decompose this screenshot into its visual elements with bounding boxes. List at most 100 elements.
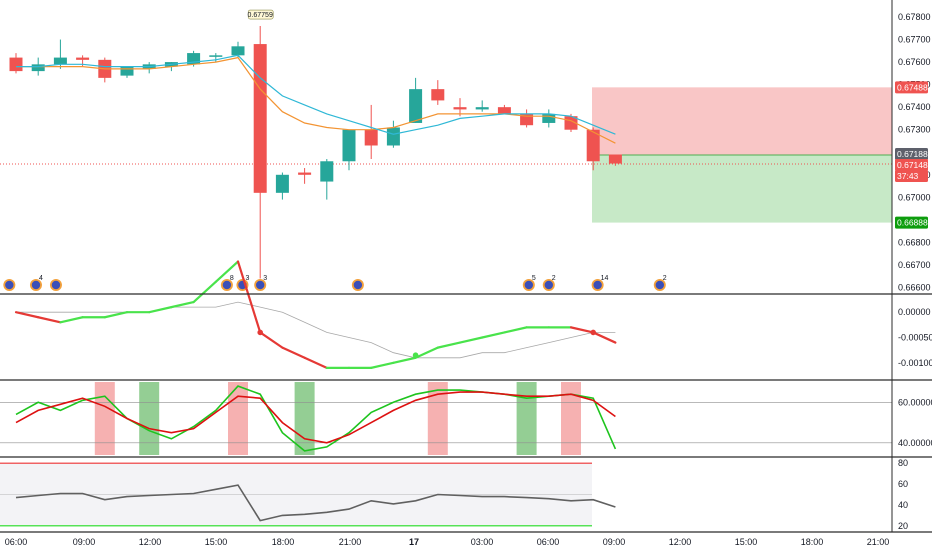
- price-tag: [895, 216, 928, 229]
- candle[interactable]: [320, 161, 334, 182]
- candle[interactable]: [209, 55, 223, 57]
- candle[interactable]: [9, 57, 23, 72]
- oscillator-tick-label: -0.00100: [898, 358, 932, 368]
- candle[interactable]: [586, 129, 600, 162]
- candle[interactable]: [453, 107, 467, 110]
- cross-dot: [257, 329, 264, 336]
- overbought-zone: [427, 382, 448, 455]
- oscillator-signal-line: [16, 301, 616, 359]
- oscillator-segment: [392, 356, 417, 364]
- price-tick-label: 0.66700: [898, 260, 931, 270]
- candle[interactable]: [253, 44, 267, 193]
- candle[interactable]: [364, 129, 378, 146]
- candle[interactable]: [497, 107, 511, 114]
- overbought-zone: [94, 382, 115, 455]
- candle[interactable]: [120, 66, 134, 76]
- event-count: 8: [230, 275, 234, 282]
- event-flag-inner: [51, 280, 61, 290]
- axes: 0.678000.677000.676000.675000.674000.673…: [0, 0, 932, 533]
- candle[interactable]: [31, 64, 45, 72]
- stop-loss-zone: [592, 87, 892, 155]
- event-flag-inner: [655, 280, 664, 290]
- price-tag: [895, 169, 928, 182]
- price-pane[interactable]: 0.67759 4 8 3 3 5 2 14 2: [0, 9, 892, 291]
- candle[interactable]: [409, 89, 423, 123]
- price-tag-label: 0.67188: [897, 149, 928, 159]
- price-tag-label: 0.67488: [897, 82, 928, 92]
- price-tick-label: 0.67300: [898, 125, 931, 135]
- price-tick-label: 0.67600: [898, 57, 931, 67]
- candle[interactable]: [542, 113, 556, 123]
- time-tick-label: 12:00: [669, 537, 692, 547]
- time-tick-label: 12:00: [139, 537, 162, 547]
- oscillator-tick-label: -0.00050: [898, 333, 932, 343]
- candle[interactable]: [475, 107, 489, 110]
- cross-dot: [412, 352, 419, 359]
- oversold-zone: [516, 382, 537, 455]
- price-tick-label: 0.67000: [898, 192, 931, 202]
- ema-slow-line: [16, 56, 616, 144]
- price-tick-label: 0.66800: [898, 237, 931, 247]
- oscillator-segment: [503, 326, 528, 334]
- rsi-line: [15, 484, 616, 522]
- event-count: 14: [601, 275, 609, 282]
- oversold-zone: [139, 382, 160, 455]
- oscillator-segment: [458, 336, 484, 344]
- rsi-tick-label: 80: [898, 458, 908, 468]
- price-tick-label: 0.67800: [898, 12, 931, 22]
- time-tick-label: 18:00: [272, 537, 295, 547]
- event-flag-inner: [256, 280, 265, 290]
- oscillator-segment: [59, 316, 84, 324]
- candle[interactable]: [431, 89, 445, 101]
- time-tick-label: 09:00: [73, 537, 96, 547]
- oscillator-segment: [414, 346, 439, 359]
- oscillator-segment: [592, 331, 617, 344]
- event-flag-inner: [5, 280, 14, 290]
- candle[interactable]: [520, 113, 534, 126]
- time-tick-label: 09:00: [603, 537, 626, 547]
- time-tick-label: 21:00: [339, 537, 362, 547]
- candle[interactable]: [187, 53, 201, 65]
- candle[interactable]: [53, 57, 67, 65]
- oscillator-segment: [148, 306, 173, 314]
- price-tick-label: 0.66600: [898, 282, 931, 292]
- take-profit-zone: [592, 154, 892, 223]
- event-count: 2: [552, 275, 556, 282]
- event-count: 5: [532, 275, 536, 282]
- time-tick-label: 03:00: [471, 537, 494, 547]
- event-flag-inner: [593, 280, 602, 290]
- oscillator-segment: [481, 331, 506, 339]
- price-tag-label: 37:43: [897, 171, 919, 181]
- oscillator-segment: [14, 311, 40, 319]
- candle[interactable]: [342, 129, 356, 162]
- time-tick-label: 06:00: [5, 537, 28, 547]
- price-tag: [895, 81, 928, 94]
- oscillator-segment: [259, 331, 284, 349]
- oscillator-segment: [370, 361, 395, 369]
- stochastic-pane[interactable]: [0, 382, 892, 455]
- time-axis[interactable]: 06:00 09:00 12:00 15:00 18:00 21:00 17 03:00 06:…: [5, 537, 890, 547]
- candle[interactable]: [298, 172, 312, 175]
- time-tick-label: 06:00: [537, 537, 560, 547]
- stoch-tick-label: 60.00000: [898, 397, 932, 407]
- oscillator-segment: [192, 280, 217, 304]
- time-tick-label: 15:00: [205, 537, 228, 547]
- candle[interactable]: [76, 57, 90, 60]
- oscillator-pane[interactable]: [14, 260, 617, 369]
- rsi-pane[interactable]: [0, 462, 616, 527]
- price-tag: [895, 147, 928, 160]
- stoch-tick-label: 40.00000: [898, 438, 932, 448]
- candle[interactable]: [231, 46, 245, 56]
- candle[interactable]: [608, 154, 622, 164]
- event-flag-inner: [222, 280, 232, 290]
- oversold-zone: [294, 382, 315, 455]
- oscillator-segment: [103, 311, 129, 319]
- stoch-k-line: [15, 385, 617, 452]
- candle[interactable]: [386, 127, 400, 146]
- oscillator-segment: [37, 316, 62, 324]
- candle[interactable]: [275, 174, 289, 193]
- rsi-tick-label: 40: [898, 500, 908, 510]
- price-tick-label: 0.67400: [898, 102, 931, 112]
- oscillator-tick-label: 0.00000: [898, 307, 931, 317]
